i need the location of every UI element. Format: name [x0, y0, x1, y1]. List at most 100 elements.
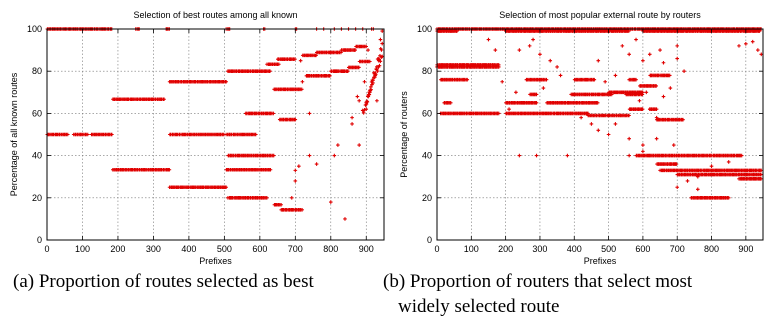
y-tick-label: 80 [32, 66, 42, 76]
data-point [661, 94, 666, 99]
data-point [682, 69, 686, 73]
data-point [299, 87, 304, 92]
data-point [380, 41, 385, 46]
data-point [380, 54, 385, 59]
data-point [339, 50, 343, 55]
data-point [379, 48, 384, 52]
data-point [759, 177, 763, 181]
data-point [371, 81, 375, 85]
chart-best-routes: Selection of best routes among all known… [9, 10, 385, 266]
data-point [355, 94, 360, 99]
data-point [448, 101, 453, 105]
data-point [641, 149, 645, 154]
plot-frame [436, 28, 764, 241]
data-point [538, 52, 542, 57]
data-point [685, 179, 690, 183]
data-point [277, 62, 281, 67]
x-axis-label: Prefixes [584, 256, 617, 266]
data-point [668, 86, 673, 90]
data-point [500, 79, 504, 84]
data-point [527, 44, 532, 48]
data-point [271, 111, 276, 116]
x-tick-label: 700 [288, 244, 303, 254]
data-point [596, 58, 601, 63]
data-point [507, 107, 511, 111]
y-tick-label: 80 [422, 66, 432, 76]
data-point [224, 79, 228, 84]
data-point [627, 136, 631, 141]
data-point [596, 128, 601, 133]
data-point [579, 115, 583, 120]
data-point [162, 97, 166, 102]
data-point [675, 185, 680, 190]
data-point [759, 172, 763, 177]
data-point [314, 53, 318, 58]
data-point [268, 69, 272, 73]
data-point [364, 44, 368, 49]
data-point [332, 153, 337, 158]
data-point [298, 58, 303, 63]
data-point [744, 41, 748, 46]
data-point [595, 101, 600, 105]
data-point [589, 122, 594, 126]
x-tick-label: 600 [252, 244, 267, 254]
data-point [366, 94, 371, 99]
data-point [627, 153, 631, 158]
x-tick-label: 600 [635, 244, 650, 254]
data-point [681, 117, 685, 122]
data-point [265, 196, 269, 200]
data-point [336, 143, 340, 147]
data-point [658, 48, 662, 52]
data-point [465, 77, 470, 82]
data-point [726, 160, 731, 164]
data-point [357, 65, 361, 70]
y-tick-label: 40 [422, 151, 432, 161]
data-point [366, 48, 370, 52]
caption-a: (a) Proportion of routes selected as bes… [13, 271, 314, 292]
data-point [373, 73, 377, 78]
y-tick-label: 40 [32, 151, 42, 161]
x-tick-label: 300 [532, 244, 547, 254]
data-point [289, 196, 294, 200]
y-axis-label: Percentage of routers [399, 91, 409, 178]
data-point [674, 162, 679, 166]
y-axis-label: Percentage of all known routes [9, 72, 19, 196]
data-point [541, 86, 546, 90]
data-point [271, 153, 276, 158]
data-point [314, 162, 319, 166]
data-point [65, 132, 70, 137]
data-point [380, 29, 385, 33]
x-tick-label: 300 [146, 244, 161, 254]
data-point [496, 65, 501, 69]
data-point [548, 58, 553, 63]
x-tick-label: 800 [323, 244, 338, 254]
data-point [368, 90, 372, 95]
y-tick-label: 20 [422, 193, 432, 203]
data-point [654, 115, 659, 120]
data-point [224, 185, 228, 190]
data-point [364, 102, 369, 106]
data-point [268, 167, 273, 172]
data-point [375, 69, 380, 73]
y-tick-label: 60 [422, 108, 432, 118]
data-point [350, 122, 354, 126]
data-point [661, 60, 666, 65]
x-tick-label: 900 [738, 244, 753, 254]
data-point [544, 77, 549, 82]
x-tick-label: 200 [498, 244, 513, 254]
data-point [378, 37, 383, 42]
data-point [346, 69, 350, 73]
data-point [737, 44, 741, 48]
data-point [300, 79, 305, 84]
data-point [364, 107, 369, 111]
data-point [360, 108, 365, 113]
chart-popular-route: Selection of most popular external route… [399, 10, 764, 266]
data-point [357, 143, 361, 147]
data-point [328, 74, 332, 78]
data-point [376, 58, 381, 63]
data-point [486, 37, 491, 42]
data-point [592, 77, 597, 82]
y-tick-label: 20 [32, 193, 42, 203]
data-point [517, 48, 522, 52]
data-point [620, 44, 625, 48]
